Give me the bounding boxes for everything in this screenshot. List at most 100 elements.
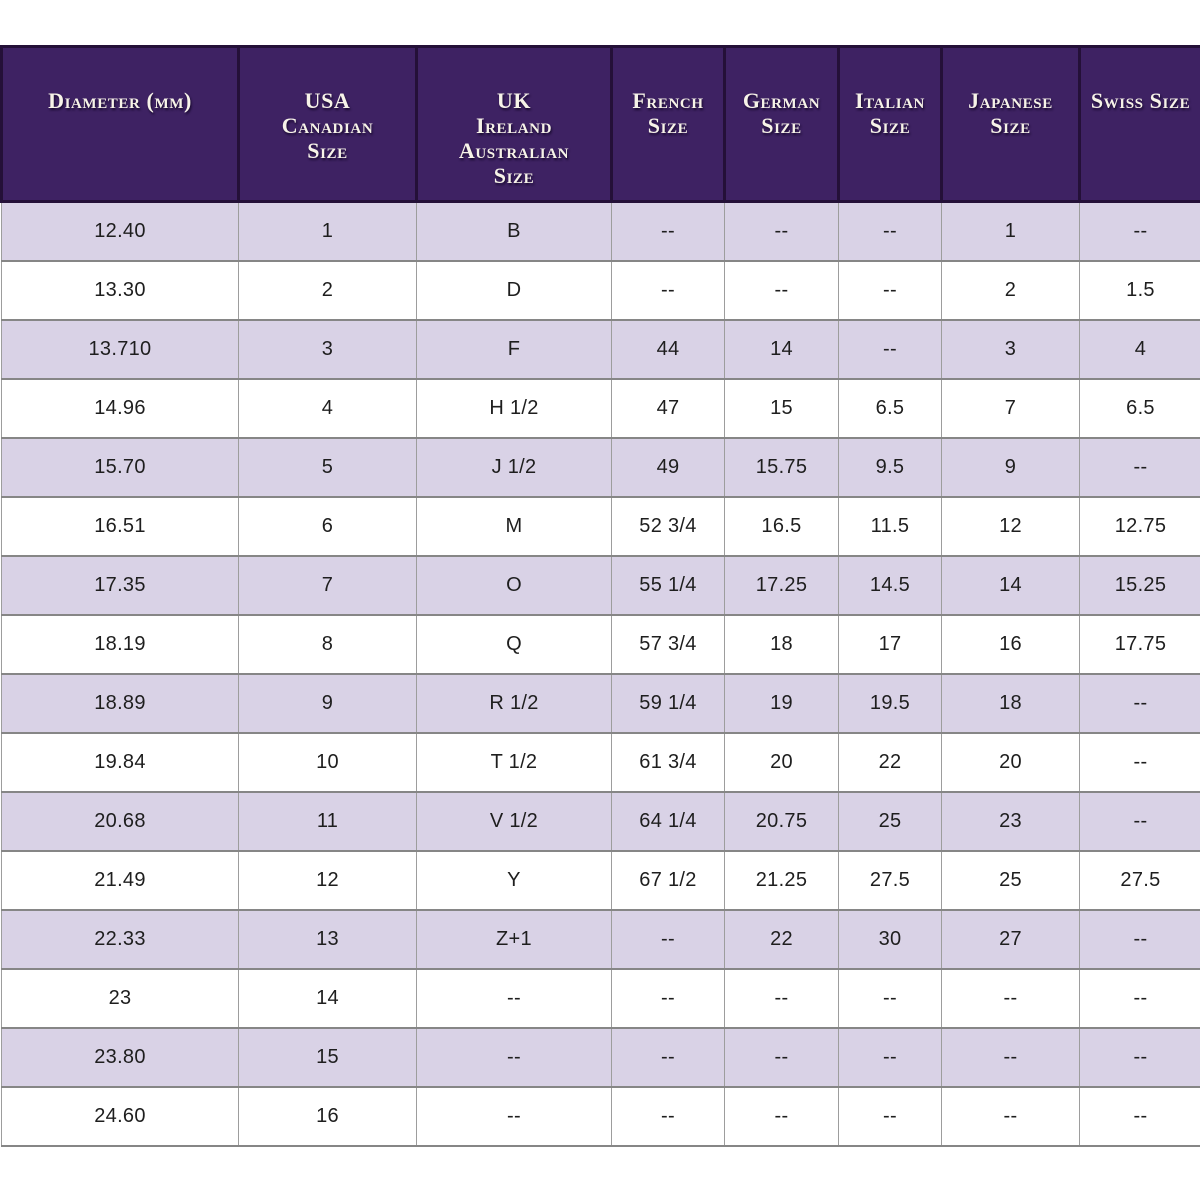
table-header: Diameter (mm) USA Canadian Size UK Irela… <box>0 45 1200 203</box>
table-cell: 16.5 <box>724 495 839 557</box>
table-cell: -- <box>1079 672 1200 734</box>
table-row: 19.84 10 T 1/2 61 3/4 20 22 20 -- <box>1 731 1200 793</box>
table-body: 12.40 1 B -- -- -- 1 -- 13.30 2 D -- -- -- 2 1.5 13.710 3… <box>1 200 1200 1147</box>
table-row: 22.33 13 Z+1 -- 22 30 27 -- <box>1 908 1200 970</box>
table-cell: 7 <box>238 554 417 616</box>
header-french-size: French Size <box>610 45 726 203</box>
table-cell: 12.40 <box>1 200 239 262</box>
table-cell: 1.5 <box>1079 259 1200 321</box>
table-cell: J 1/2 <box>416 436 612 498</box>
table-cell: 13.30 <box>1 259 239 321</box>
table-cell: 3 <box>238 318 417 380</box>
table-cell: 9 <box>941 436 1080 498</box>
table-cell: -- <box>838 259 942 321</box>
ring-size-conversion-table: Diameter (mm) USA Canadian Size UK Irela… <box>0 45 1200 1147</box>
table-cell: 23 <box>1 967 239 1029</box>
table-cell: 61 3/4 <box>611 731 725 793</box>
table-cell: 14 <box>238 967 417 1029</box>
table-cell: -- <box>941 967 1080 1029</box>
table-cell: 1 <box>941 200 1080 262</box>
table-cell: 27 <box>941 908 1080 970</box>
table-cell: -- <box>941 1085 1080 1147</box>
table-row: 12.40 1 B -- -- -- 1 -- <box>1 200 1200 262</box>
table-cell: 20 <box>724 731 839 793</box>
table-cell: -- <box>611 967 725 1029</box>
table-cell: -- <box>1079 731 1200 793</box>
table-cell: H 1/2 <box>416 377 612 439</box>
table-cell: -- <box>611 908 725 970</box>
table-cell: -- <box>838 967 942 1029</box>
table-cell: -- <box>1079 1085 1200 1147</box>
table-row: 13.710 3 F 44 14 -- 3 4 <box>1 318 1200 380</box>
table-cell: -- <box>724 1026 839 1088</box>
table-cell: -- <box>1079 1026 1200 1088</box>
table-cell: 17 <box>838 613 942 675</box>
table-cell: 18.19 <box>1 613 239 675</box>
table-cell: 4 <box>1079 318 1200 380</box>
table-cell: 20.75 <box>724 790 839 852</box>
table-cell: 23.80 <box>1 1026 239 1088</box>
table-row: 13.30 2 D -- -- -- 2 1.5 <box>1 259 1200 321</box>
table-cell: 18 <box>941 672 1080 734</box>
table-cell: 14.96 <box>1 377 239 439</box>
table-cell: 67 1/2 <box>611 849 725 911</box>
header-japanese-size: Japanese Size <box>940 45 1081 203</box>
table-cell: 15.70 <box>1 436 239 498</box>
header-uk-ireland-australian-size: UK Ireland Australian Size <box>415 45 613 203</box>
table-cell: 22.33 <box>1 908 239 970</box>
table-cell: 19.84 <box>1 731 239 793</box>
table-cell: -- <box>611 1085 725 1147</box>
table-row: 18.89 9 R 1/2 59 1/4 19 19.5 18 -- <box>1 672 1200 734</box>
table-cell: 47 <box>611 377 725 439</box>
table-cell: 9.5 <box>838 436 942 498</box>
table-cell: Y <box>416 849 612 911</box>
table-cell: V 1/2 <box>416 790 612 852</box>
table-cell: 21.49 <box>1 849 239 911</box>
table-cell: -- <box>416 1026 612 1088</box>
table-cell: 16.51 <box>1 495 239 557</box>
table-row: 15.70 5 J 1/2 49 15.75 9.5 9 -- <box>1 436 1200 498</box>
table-cell: -- <box>1079 967 1200 1029</box>
table-cell: -- <box>724 1085 839 1147</box>
header-swiss-size: Swiss Size <box>1078 45 1200 203</box>
table-cell: 15.75 <box>724 436 839 498</box>
table-row: 14.96 4 H 1/2 47 15 6.5 7 6.5 <box>1 377 1200 439</box>
table-row: 17.35 7 O 55 1/4 17.25 14.5 14 15.25 <box>1 554 1200 616</box>
table-row: 20.68 11 V 1/2 64 1/4 20.75 25 23 -- <box>1 790 1200 852</box>
table-cell: 12 <box>941 495 1080 557</box>
table-cell: F <box>416 318 612 380</box>
table-cell: 57 3/4 <box>611 613 725 675</box>
table-row: 16.51 6 M 52 3/4 16.5 11.5 12 12.75 <box>1 495 1200 557</box>
table-cell: 17.35 <box>1 554 239 616</box>
table-row: 24.60 16 -- -- -- -- -- -- <box>1 1085 1200 1147</box>
table-cell: -- <box>724 259 839 321</box>
table-cell: 6 <box>238 495 417 557</box>
table-cell: 9 <box>238 672 417 734</box>
table-cell: 12 <box>238 849 417 911</box>
table-cell: 6.5 <box>1079 377 1200 439</box>
table-cell: 14 <box>724 318 839 380</box>
table-cell: -- <box>416 967 612 1029</box>
table-cell: -- <box>416 1085 612 1147</box>
table-cell: -- <box>1079 908 1200 970</box>
table-cell: 27.5 <box>838 849 942 911</box>
table-cell: T 1/2 <box>416 731 612 793</box>
table-cell: -- <box>611 259 725 321</box>
table-cell: 18 <box>724 613 839 675</box>
table-cell: -- <box>724 967 839 1029</box>
table-cell: 17.25 <box>724 554 839 616</box>
table-cell: -- <box>1079 200 1200 262</box>
table-cell: Q <box>416 613 612 675</box>
table-cell: 27.5 <box>1079 849 1200 911</box>
table-cell: -- <box>611 1026 725 1088</box>
header-german-size: German Size <box>723 45 840 203</box>
table-cell: 17.75 <box>1079 613 1200 675</box>
table-cell: 14 <box>941 554 1080 616</box>
table-cell: 13.710 <box>1 318 239 380</box>
table-cell: M <box>416 495 612 557</box>
table-row: 23.80 15 -- -- -- -- -- -- <box>1 1026 1200 1088</box>
table-cell: D <box>416 259 612 321</box>
table-cell: 20 <box>941 731 1080 793</box>
header-italian-size: Italian Size <box>837 45 943 203</box>
